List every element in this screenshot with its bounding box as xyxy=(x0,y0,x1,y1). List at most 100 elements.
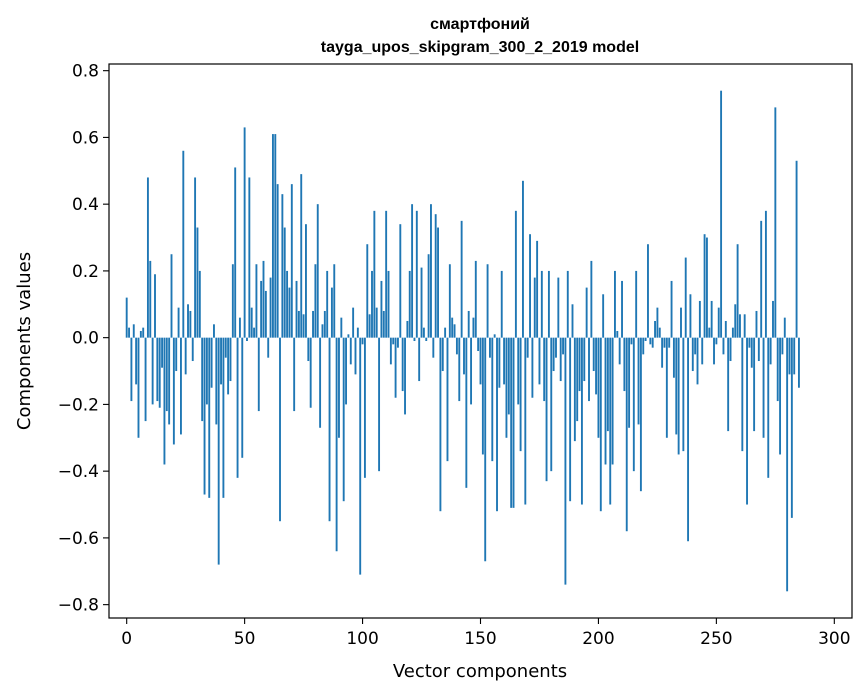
bar xyxy=(342,337,345,502)
bar xyxy=(665,337,668,438)
bar xyxy=(354,337,357,375)
bar xyxy=(397,337,399,348)
bar xyxy=(680,307,682,338)
bar xyxy=(213,324,215,338)
bar xyxy=(496,337,498,512)
bar xyxy=(795,160,798,338)
bar xyxy=(415,210,418,338)
bar xyxy=(493,334,496,338)
bar xyxy=(234,167,237,338)
bar xyxy=(507,337,510,415)
bar xyxy=(264,290,267,338)
bar xyxy=(731,327,734,338)
bar xyxy=(684,257,687,338)
bar xyxy=(630,337,633,345)
bar xyxy=(663,337,666,348)
y-tick-label: 0.8 xyxy=(72,62,99,82)
bar xyxy=(538,337,541,385)
bar xyxy=(675,337,678,435)
bar xyxy=(470,337,473,405)
bar xyxy=(309,337,312,408)
bar xyxy=(413,337,416,341)
bar xyxy=(401,337,404,392)
bar xyxy=(524,337,527,505)
bar xyxy=(526,337,529,358)
bar xyxy=(269,277,272,338)
bar xyxy=(250,307,253,338)
bar xyxy=(748,337,751,348)
x-tick-label: 150 xyxy=(464,629,496,649)
x-tick-label: 300 xyxy=(818,629,850,649)
bar xyxy=(326,270,329,338)
bar xyxy=(576,337,579,422)
bar xyxy=(418,337,421,382)
bar xyxy=(590,260,593,338)
y-tick-label: 0.0 xyxy=(72,329,99,349)
bar xyxy=(710,300,713,338)
bar xyxy=(569,337,572,502)
bar xyxy=(604,337,607,465)
bar xyxy=(691,337,694,372)
bar xyxy=(757,337,760,362)
bar xyxy=(472,317,475,338)
bar xyxy=(729,337,732,362)
bar xyxy=(696,337,699,385)
bar xyxy=(621,280,623,338)
bar xyxy=(606,337,609,432)
bar xyxy=(255,264,258,338)
bar xyxy=(583,337,586,382)
bar xyxy=(437,227,439,338)
bar xyxy=(323,310,326,338)
bar xyxy=(321,324,324,338)
bar xyxy=(144,337,147,422)
bar xyxy=(755,310,758,338)
bar xyxy=(705,237,708,338)
bar xyxy=(406,320,409,338)
bar xyxy=(703,234,706,338)
bar xyxy=(484,337,487,562)
bar xyxy=(694,337,697,355)
bar xyxy=(512,337,515,508)
bar xyxy=(656,307,659,338)
bar xyxy=(170,254,173,338)
bar xyxy=(698,300,701,338)
bar xyxy=(668,337,671,348)
bar xyxy=(536,240,539,338)
y-tick-label: −0.6 xyxy=(58,529,99,549)
bar xyxy=(392,337,395,345)
bar xyxy=(481,337,484,455)
bar xyxy=(585,287,588,338)
y-tick-label: −0.2 xyxy=(58,395,99,415)
bar xyxy=(517,337,520,405)
bar xyxy=(566,270,569,338)
bar xyxy=(335,337,338,552)
bar xyxy=(451,317,454,338)
bar xyxy=(220,337,222,385)
bar xyxy=(790,337,793,518)
bar xyxy=(349,337,352,365)
bar xyxy=(371,270,373,338)
bar xyxy=(441,337,444,372)
bar xyxy=(632,337,635,472)
bar xyxy=(187,304,189,338)
bar xyxy=(793,337,796,375)
bar xyxy=(217,337,220,565)
bar xyxy=(378,337,381,472)
bar xyxy=(736,244,739,338)
bar xyxy=(130,337,133,402)
bar xyxy=(781,337,784,355)
bar xyxy=(312,310,314,338)
bar xyxy=(224,337,227,358)
bar xyxy=(208,337,211,498)
bar xyxy=(194,177,197,338)
bar xyxy=(182,150,185,338)
bar xyxy=(522,180,524,338)
bar xyxy=(644,337,647,341)
bar xyxy=(229,337,232,382)
bar xyxy=(552,337,555,372)
y-tick-label: −0.4 xyxy=(58,462,99,482)
bar xyxy=(191,337,194,362)
bar xyxy=(658,327,661,338)
y-tick-label: −0.8 xyxy=(58,596,99,616)
bar xyxy=(132,324,135,338)
